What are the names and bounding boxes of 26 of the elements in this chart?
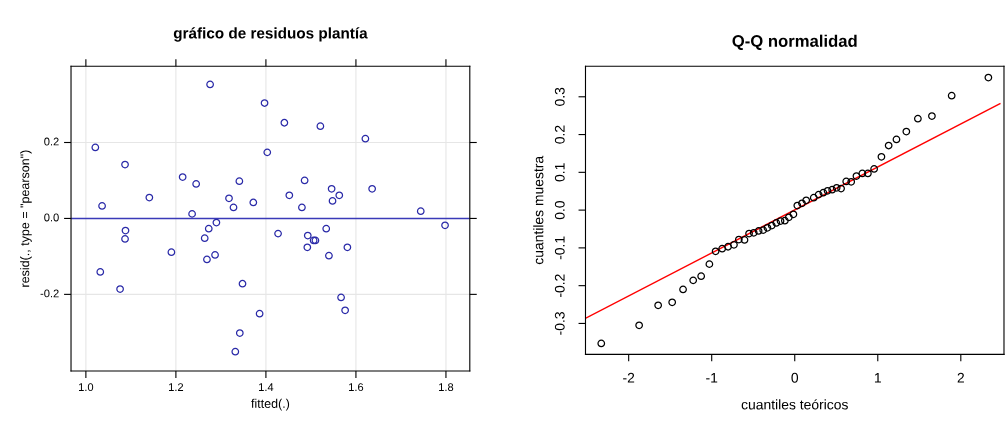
x-tick-label: 1.0 xyxy=(79,383,94,392)
y-tick-label: 0.0 xyxy=(554,201,565,220)
x-tick-label: 1.6 xyxy=(349,383,364,392)
x-tick-label: 1.8 xyxy=(439,383,454,392)
x-tick-label: -1 xyxy=(706,372,718,383)
x-tick-label: -2 xyxy=(623,372,635,383)
y-tick-label: 0.3 xyxy=(554,87,565,106)
y-axis-title: resid(., type = "pearson") xyxy=(20,150,32,287)
chart-title: gráfico de residuos plantía xyxy=(173,27,368,42)
x-tick-label: 1.4 xyxy=(259,383,274,391)
y-tick-label: 0.2 xyxy=(44,137,59,146)
y-axis-title: cuantiles muestra xyxy=(533,155,544,265)
chart-title: Q-Q normalidad xyxy=(732,34,857,51)
x-tick-label: 0 xyxy=(791,372,799,383)
y-tick-label: 0.0 xyxy=(44,213,59,222)
x-tick-label: 2 xyxy=(957,372,964,383)
y-tick-label: 0.1 xyxy=(554,163,565,182)
y-tick-label: -0.3 xyxy=(554,312,565,335)
x-tick-label: 1.2 xyxy=(169,383,184,391)
y-tick-label: -0.2 xyxy=(40,289,59,298)
x-tick-label: 1 xyxy=(874,372,881,383)
y-tick-label: -0.2 xyxy=(554,274,565,298)
x-axis-title: fitted(.) xyxy=(251,398,290,411)
y-tick-label: -0.1 xyxy=(554,236,565,260)
y-tick-label: 0.2 xyxy=(554,125,565,144)
x-axis-title: cuantiles teóricos xyxy=(741,399,848,410)
